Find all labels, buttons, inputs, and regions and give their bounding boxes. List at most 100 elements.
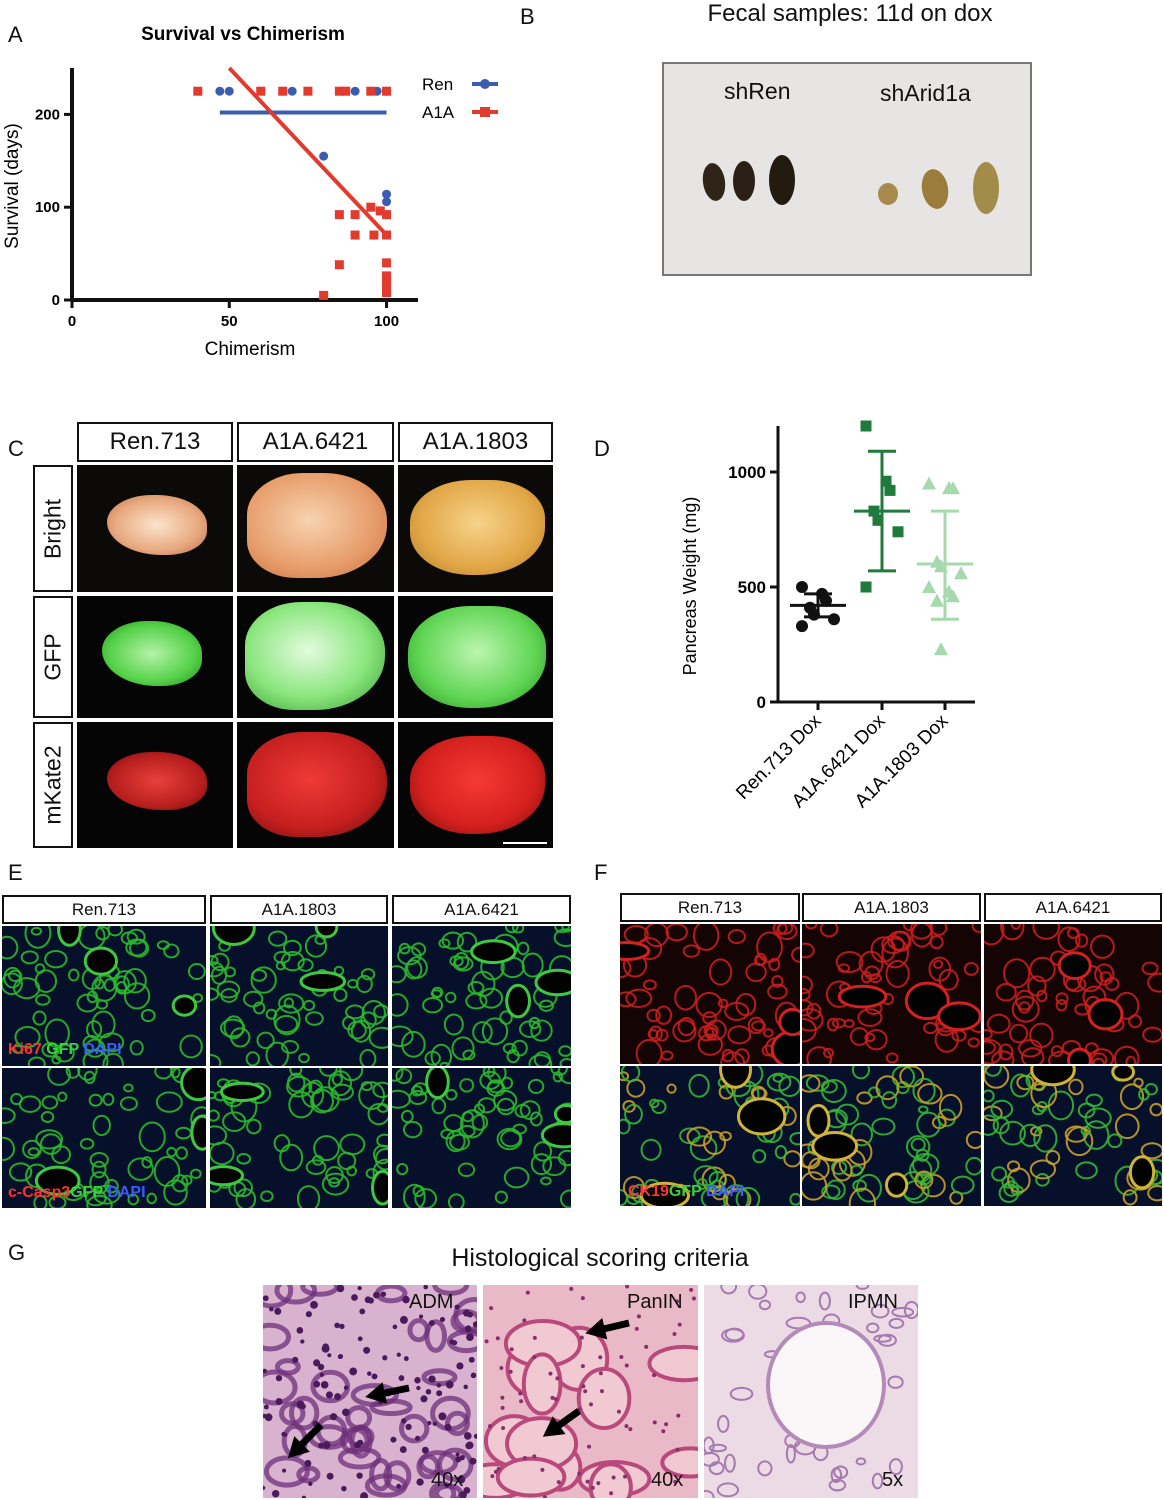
- panel-letter-d: D: [594, 436, 610, 461]
- y-tick-label: 1000: [728, 463, 766, 482]
- micrograph-texture: [2, 926, 206, 1066]
- panel-c-col-a1a1803: A1A.1803: [398, 422, 553, 462]
- ipmn-tissue: [704, 1285, 918, 1498]
- gfp-image-a1a1803: [398, 596, 553, 718]
- panel-letter-g: G: [8, 1240, 26, 1265]
- panel-c-col-a1a6421: A1A.6421: [237, 422, 394, 462]
- point-a1a: [382, 230, 392, 240]
- ki67-image-ren713: [2, 926, 206, 1066]
- chart-a-title: Survival vs Chimerism: [141, 24, 345, 45]
- x-tick-label: 0: [68, 313, 76, 330]
- point-a1a: [382, 288, 392, 298]
- micrograph-texture: [620, 924, 800, 1064]
- ipmn-magnification: 5x: [882, 1469, 904, 1491]
- panel-f-col-a1a1803: A1A.1803: [802, 893, 981, 922]
- survival-chimerism-chart: Survival vs Chimerism Chimerism Survival…: [2, 24, 498, 360]
- ck19-merge-image-ren713: [620, 1066, 800, 1206]
- point-a1a6421: [880, 475, 892, 487]
- row-label-mkate2: mKate2: [39, 745, 66, 825]
- chart-a-ylabel: Survival (days): [2, 123, 23, 249]
- fit-line-a1a: [227, 66, 389, 237]
- ki67-image-a1a1803: [210, 926, 388, 1066]
- panel-f-col-ren713: Ren.713: [620, 893, 800, 922]
- histology-image-adm: ADM 40x: [263, 1285, 477, 1498]
- panin-label: PanIN: [627, 1291, 683, 1313]
- micrograph-texture: [210, 926, 388, 1066]
- point-a1a: [303, 86, 313, 96]
- point-ren713: [820, 594, 832, 607]
- point-a1a: [334, 210, 344, 220]
- stain-dapi: DAPI: [83, 1041, 122, 1058]
- point-a1a6421: [892, 526, 904, 538]
- mkate2-image-a1a1803: [398, 722, 553, 848]
- adm-label: ADM: [409, 1291, 454, 1313]
- stain-dapi: DAPI: [107, 1184, 146, 1201]
- legend-label-ren: Ren: [422, 75, 453, 94]
- y-tick-label: 200: [35, 106, 60, 123]
- legend-label-a1a: A1A: [422, 103, 455, 122]
- point-a1a: [319, 290, 329, 300]
- panel-c-row-gfp: GFP: [33, 596, 73, 718]
- mkate2-image-a1a6421: [237, 722, 394, 848]
- y-tick-label: 0: [52, 292, 60, 309]
- shren-label: shRen: [724, 78, 791, 104]
- stain-ki67: Ki67: [8, 1041, 42, 1058]
- point-a1a: [382, 276, 392, 286]
- point-a1a: [341, 86, 351, 96]
- point-a1a: [350, 210, 360, 220]
- point-ren: [215, 86, 225, 96]
- stain-gfp: GFP: [46, 1041, 79, 1058]
- mkate2-image-ren713: [77, 722, 233, 848]
- point-a1a: [350, 230, 360, 240]
- point-ren: [319, 151, 329, 161]
- micrograph-texture: [802, 1066, 981, 1206]
- ck19-merge-image-a1a6421: [984, 1066, 1162, 1206]
- point-a1a1803: [946, 481, 960, 495]
- point-a1a1803: [922, 476, 936, 490]
- adm-magnification: 40x: [431, 1469, 464, 1491]
- ipmn-label: IPMN: [848, 1291, 898, 1313]
- arrow-head: [542, 1416, 566, 1437]
- bright-image-a1a6421: [237, 465, 394, 592]
- point-ren: [382, 197, 392, 207]
- arrow-head: [365, 1382, 388, 1404]
- cyst: [766, 1321, 886, 1449]
- x-tick-label: 50: [221, 313, 238, 330]
- point-ren: [224, 86, 234, 96]
- point-ren: [350, 86, 360, 96]
- panel-f-col-a1a6421: A1A.6421: [984, 893, 1162, 922]
- micrograph-texture: [984, 1066, 1162, 1206]
- panel-letter-a: A: [8, 22, 23, 47]
- point-a1a1803: [954, 566, 968, 580]
- point-a1a: [375, 206, 385, 216]
- panel-letter-e: E: [8, 860, 23, 885]
- chart-a-xlabel: Chimerism: [205, 339, 296, 360]
- point-a1a: [382, 86, 392, 96]
- fecal-sample-photo: shRen shArid1a: [662, 62, 1032, 276]
- ck19-red-image-a1a6421: [984, 924, 1162, 1064]
- sharid1a-label: shArid1a: [880, 80, 971, 106]
- arrow-head: [585, 1318, 608, 1340]
- ck19-red-image-a1a1803: [802, 924, 981, 1064]
- panel-e-col-a1a6421: A1A.6421: [392, 895, 571, 924]
- micrograph-texture: [210, 1068, 388, 1208]
- stain-gfp: GFP: [668, 1183, 702, 1200]
- bright-image-ren713: [77, 465, 233, 592]
- y-tick-label: 100: [35, 199, 60, 216]
- gfp-image-a1a6421: [237, 596, 394, 718]
- panin-tissue: [483, 1285, 698, 1498]
- panel-e-row2-stain-label: c-Casp3GFP DAPI: [8, 1184, 146, 1202]
- stain-ck19: CK19: [628, 1183, 669, 1200]
- micrograph-texture: [802, 924, 981, 1064]
- legend-marker: [480, 79, 490, 89]
- stain-dapi: DAPI: [705, 1183, 745, 1200]
- point-a1a: [278, 86, 288, 96]
- point-a1a: [256, 86, 266, 96]
- y-tick-label: 0: [757, 693, 766, 712]
- point-a1a1803: [946, 589, 960, 603]
- ki67-image-a1a6421: [392, 926, 571, 1066]
- point-a1a: [382, 258, 392, 268]
- arrow-head: [287, 1436, 310, 1459]
- point-ren: [382, 189, 392, 199]
